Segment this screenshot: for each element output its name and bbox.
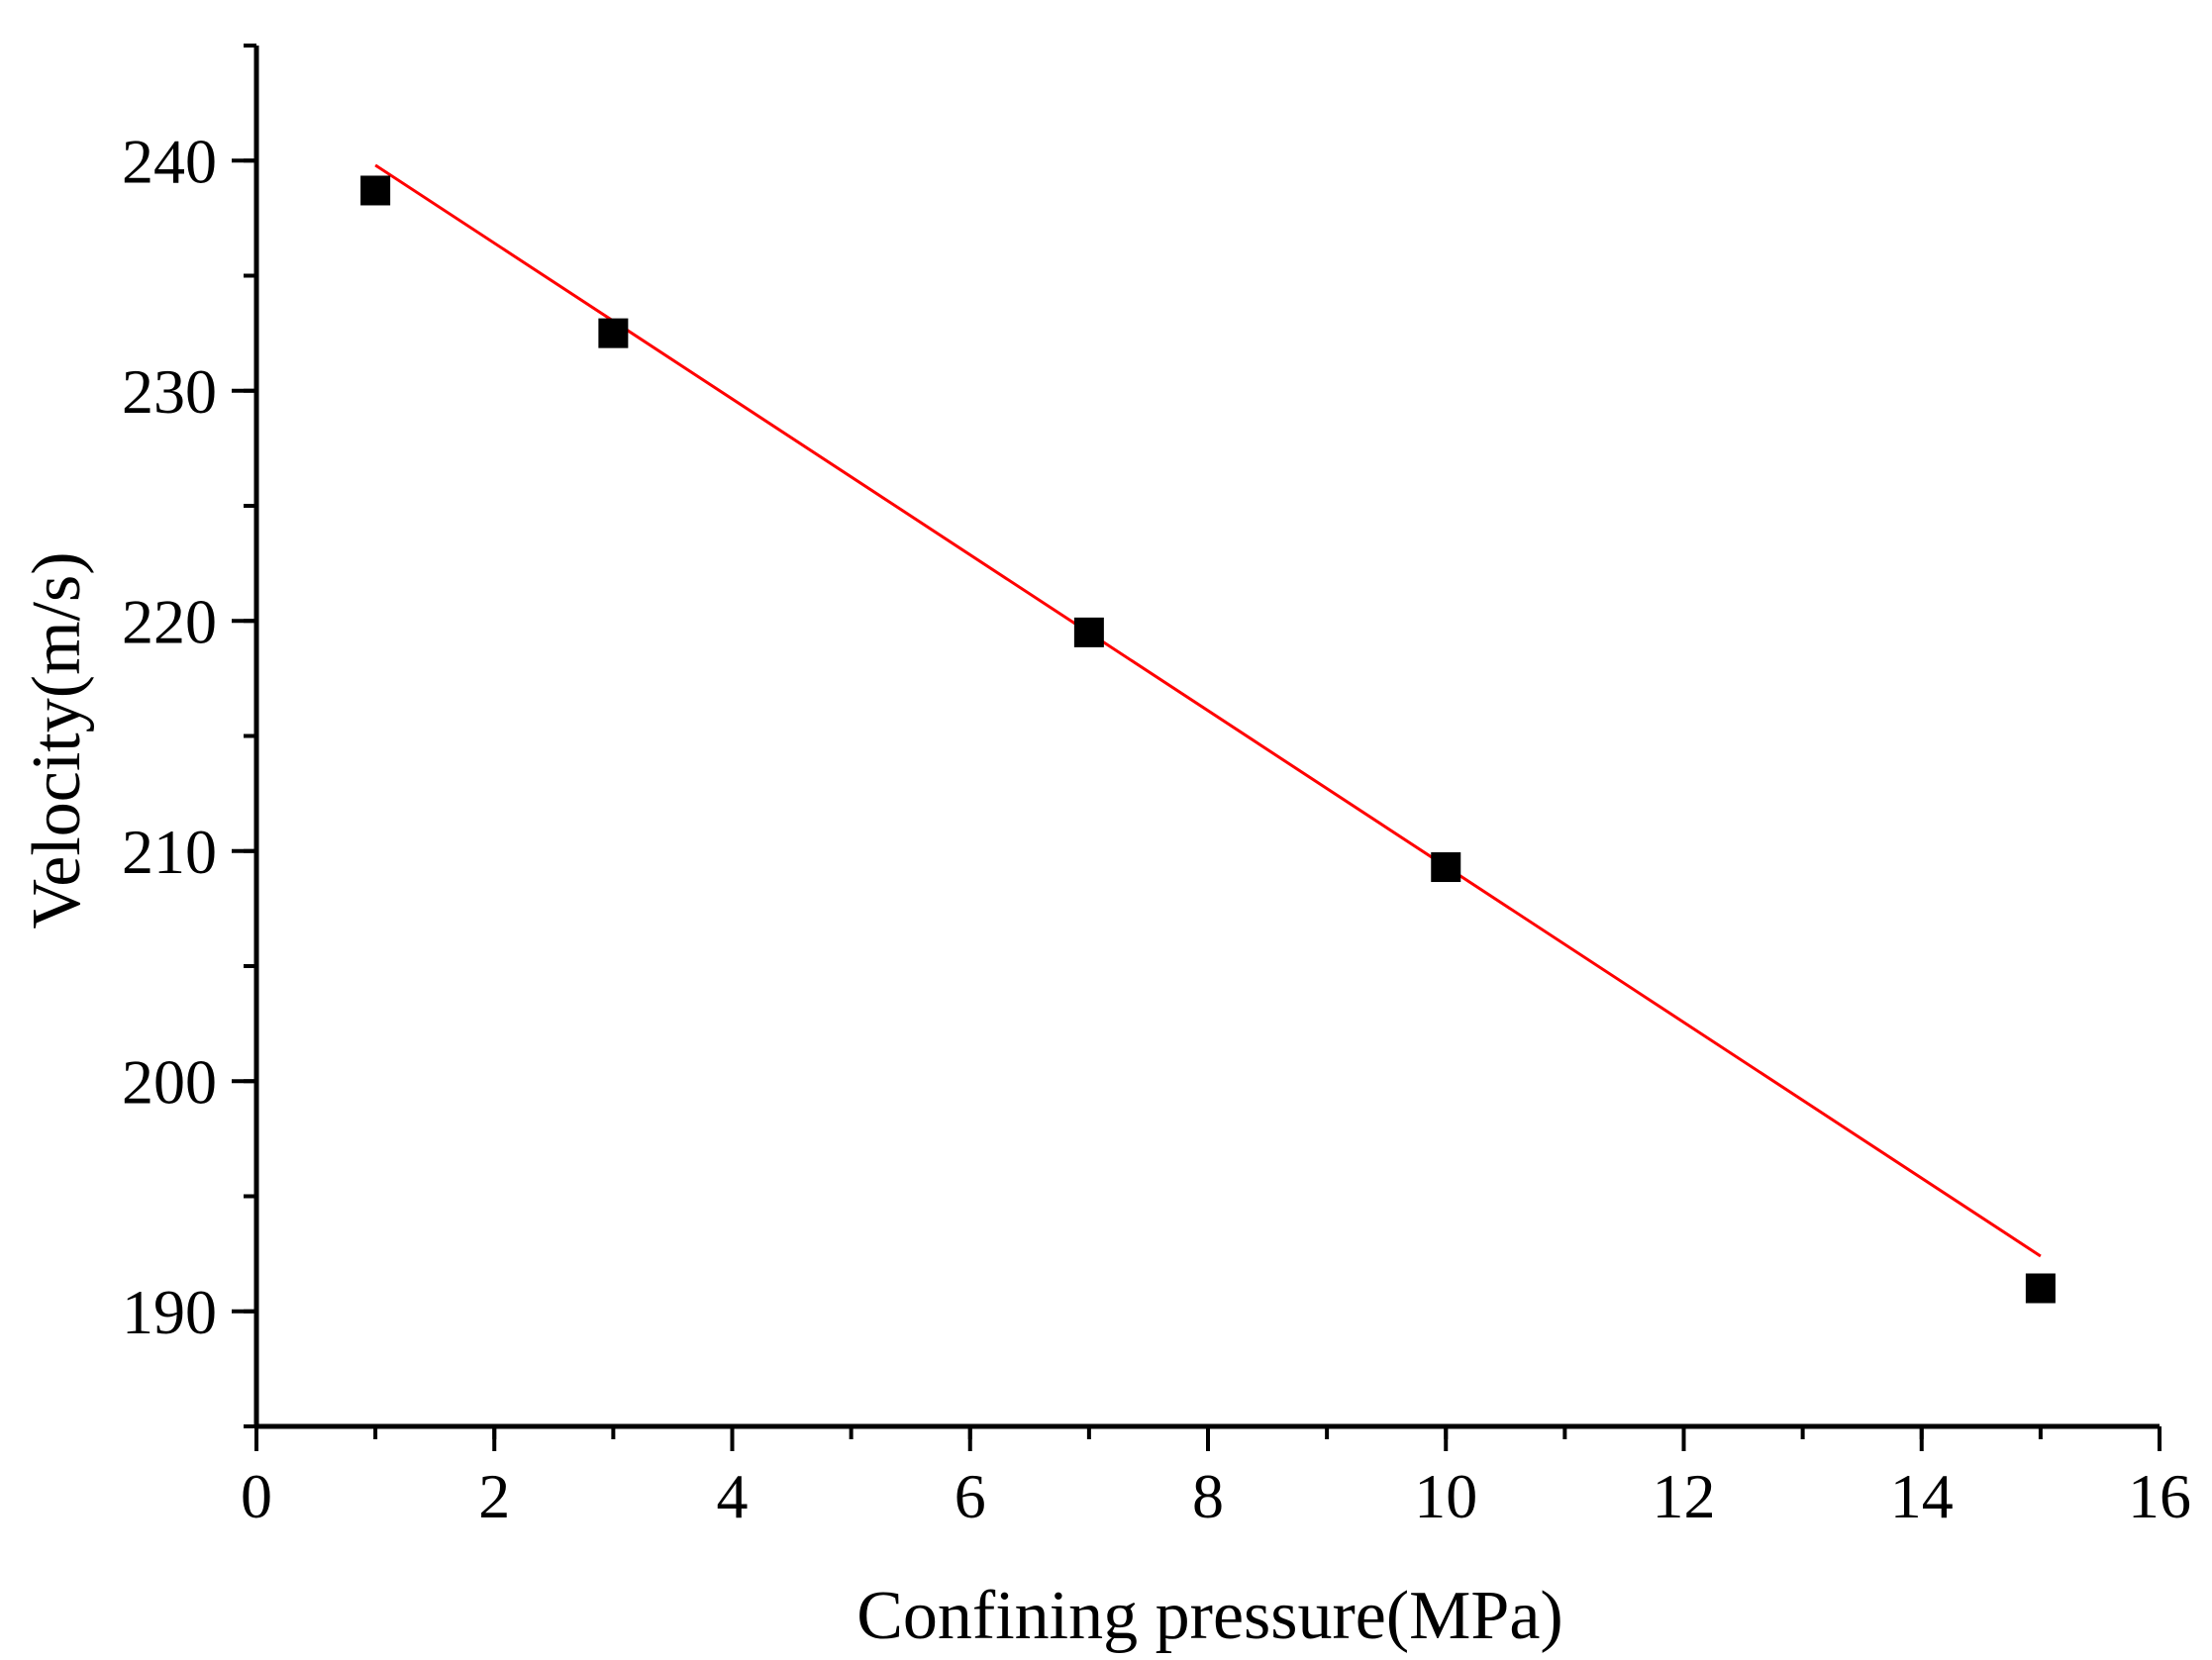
y-tick-label: 230 — [122, 356, 217, 427]
y-tick-label: 220 — [122, 586, 217, 656]
y-tick-label: 200 — [122, 1046, 217, 1117]
x-tick-label: 10 — [1414, 1461, 1477, 1531]
y-axis-title: Velocity(m/s) — [19, 551, 95, 928]
y-tick-label: 240 — [122, 126, 217, 196]
axes: 0 2 4 6 8 10 12 14 16 190 200 210 220 230 240 — [122, 44, 2191, 1531]
data-point-square — [360, 175, 391, 206]
x-tick-label: 14 — [1890, 1461, 1954, 1531]
data-point-square — [2025, 1273, 2056, 1304]
data-points — [360, 175, 2056, 1304]
data-point-square — [1431, 852, 1461, 883]
x-tick-label: 12 — [1653, 1461, 1716, 1531]
x-tick-label: 16 — [2128, 1461, 2191, 1531]
data-point-square — [598, 318, 629, 348]
y-tick-label: 210 — [122, 817, 217, 887]
data-point-square — [1073, 617, 1104, 647]
x-tick-label: 0 — [241, 1461, 272, 1531]
x-axis-title: Confining pressure(MPa) — [856, 1578, 1563, 1654]
fit-line-group — [374, 163, 2042, 1258]
y-tick-label: 190 — [122, 1277, 217, 1347]
x-tick-label: 4 — [717, 1461, 749, 1531]
fit-line — [374, 163, 2042, 1258]
x-tick-label: 8 — [1192, 1461, 1224, 1531]
x-tick-label: 2 — [478, 1461, 510, 1531]
x-tick-label: 6 — [955, 1461, 986, 1531]
